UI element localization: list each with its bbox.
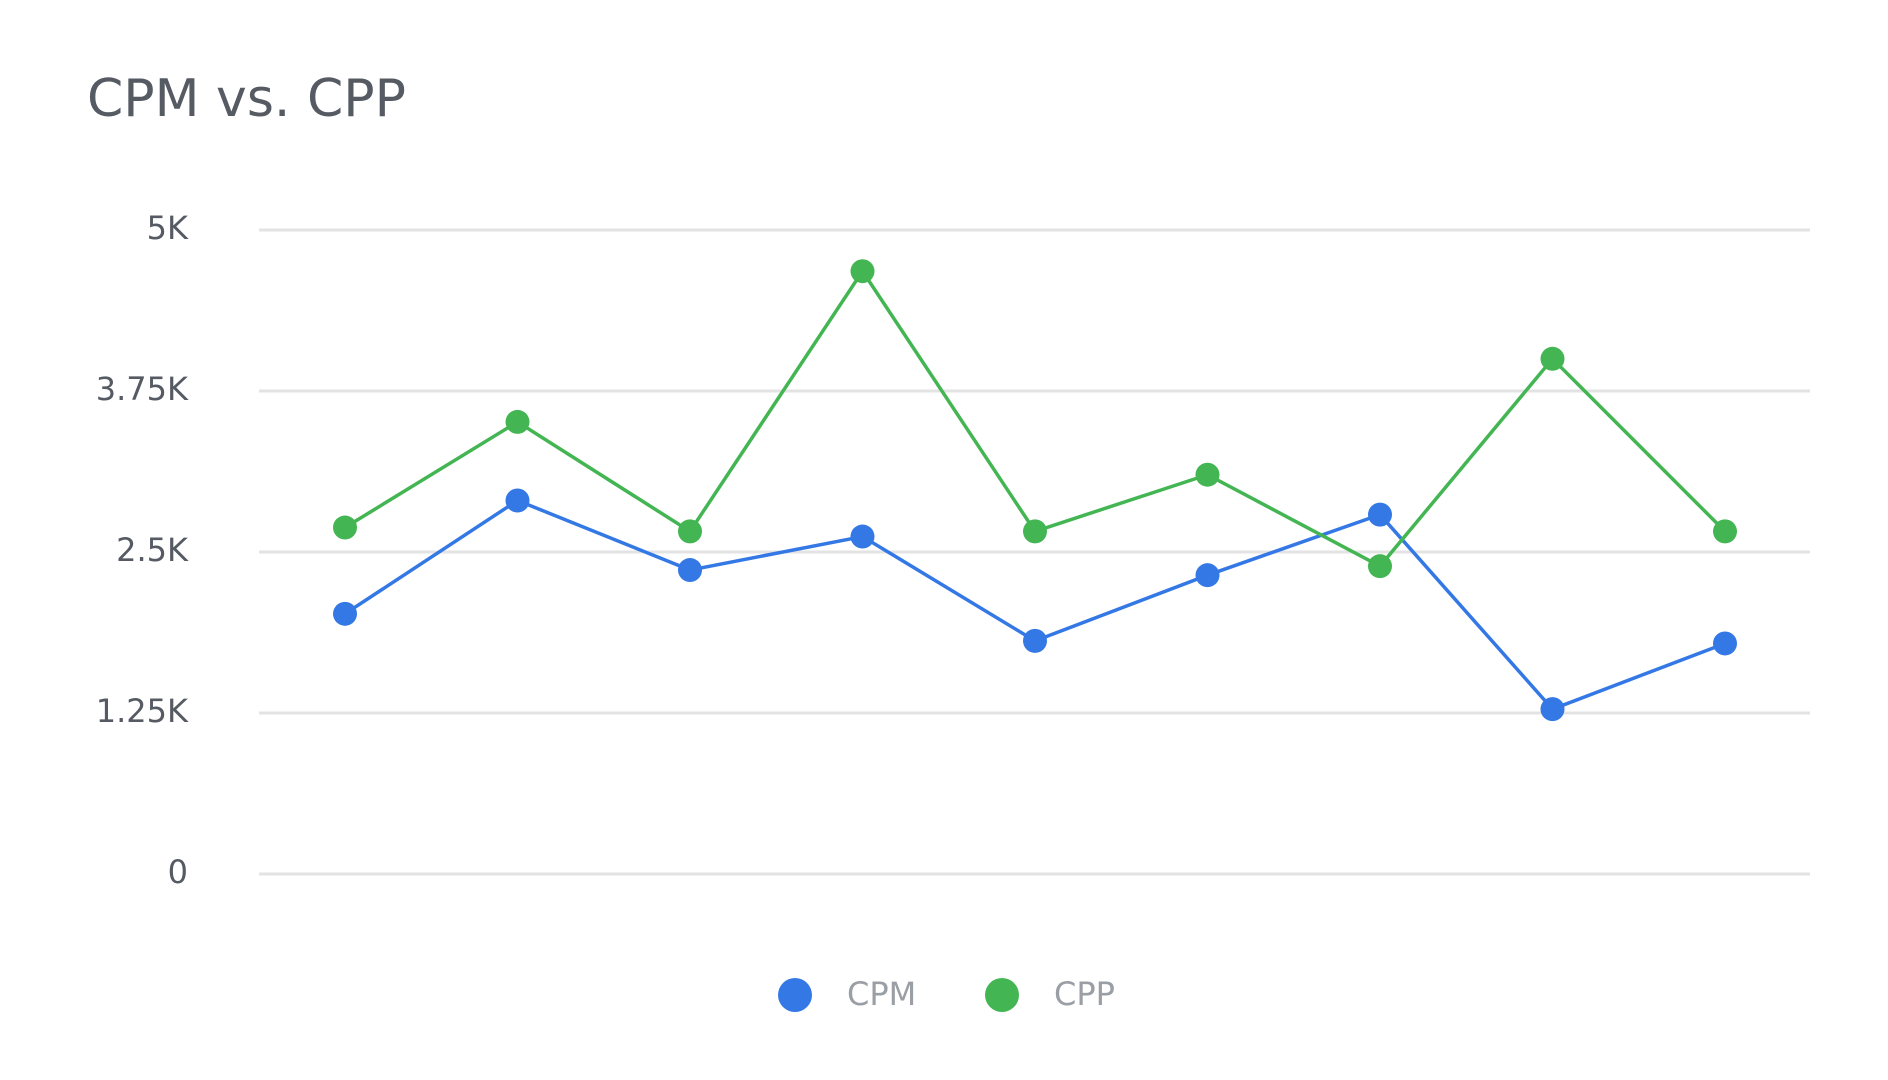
data-point: [1023, 628, 1047, 653]
data-point: [850, 259, 875, 284]
legend-marker: [778, 978, 812, 1012]
data-point: [678, 558, 702, 583]
data-point: [1368, 554, 1392, 579]
data-point: [1023, 519, 1047, 544]
y-tick-label: 3.75K: [96, 370, 189, 408]
data-point: [850, 524, 875, 549]
legend-marker: [985, 978, 1019, 1012]
data-point: [1368, 502, 1392, 527]
data-point: [1195, 563, 1220, 588]
data-point: [1540, 697, 1565, 722]
data-point: [1195, 462, 1220, 487]
data-point: [505, 409, 530, 434]
data-point: [333, 515, 357, 540]
y-tick-label: 2.5K: [116, 531, 189, 569]
y-tick-label: 1.25K: [96, 692, 189, 730]
data-point: [1540, 346, 1565, 371]
y-tick-label: 5K: [147, 209, 189, 247]
data-point: [678, 519, 702, 544]
data-point: [1713, 519, 1737, 544]
y-tick-label: 0: [168, 853, 188, 891]
data-point: [505, 488, 530, 513]
legend-label: CPP: [1054, 975, 1115, 1013]
data-point: [333, 601, 357, 626]
legend-label: CPM: [847, 975, 916, 1013]
data-point: [1713, 631, 1737, 656]
chart-title: CPM vs. CPP: [87, 69, 406, 129]
